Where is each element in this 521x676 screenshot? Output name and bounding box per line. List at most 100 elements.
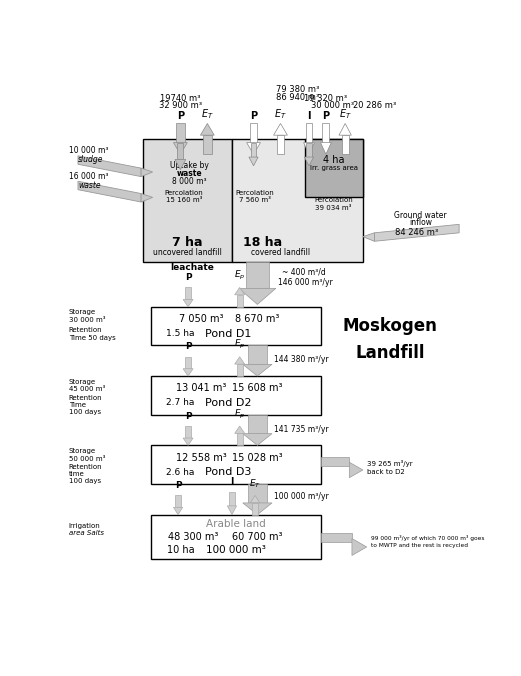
Bar bbox=[185, 357, 191, 368]
Polygon shape bbox=[274, 124, 288, 135]
Bar bbox=[143, 139, 232, 262]
Text: Landfill: Landfill bbox=[355, 344, 425, 362]
Text: Percolation: Percolation bbox=[235, 190, 275, 196]
Polygon shape bbox=[173, 143, 188, 154]
Text: 60 700 m³: 60 700 m³ bbox=[232, 532, 282, 542]
Polygon shape bbox=[173, 507, 183, 514]
Text: P: P bbox=[250, 111, 257, 121]
Polygon shape bbox=[141, 193, 153, 202]
Text: 2.7 ha: 2.7 ha bbox=[166, 398, 194, 408]
Text: I: I bbox=[230, 477, 233, 486]
Bar bbox=[248, 345, 267, 364]
Text: 19 320 m³: 19 320 m³ bbox=[304, 94, 348, 103]
Polygon shape bbox=[141, 168, 153, 176]
Text: 99 000 m³/yr of which 70 000 m³ goes: 99 000 m³/yr of which 70 000 m³ goes bbox=[370, 535, 484, 541]
Text: 15 608 m³: 15 608 m³ bbox=[232, 383, 282, 393]
Polygon shape bbox=[183, 299, 193, 307]
Text: Pond D3: Pond D3 bbox=[205, 467, 251, 477]
Polygon shape bbox=[243, 503, 272, 514]
Bar bbox=[229, 491, 234, 506]
Text: P: P bbox=[175, 481, 181, 490]
Text: 7 ha: 7 ha bbox=[172, 237, 203, 249]
Text: Ground water: Ground water bbox=[394, 211, 447, 220]
Text: $E_p$: $E_p$ bbox=[234, 408, 245, 420]
Polygon shape bbox=[352, 539, 367, 556]
Polygon shape bbox=[320, 143, 331, 154]
Text: 30 000 m³: 30 000 m³ bbox=[69, 317, 105, 323]
Text: 50 000 m³: 50 000 m³ bbox=[69, 456, 105, 462]
Text: back to D2: back to D2 bbox=[367, 468, 404, 475]
Bar bbox=[185, 426, 191, 438]
Text: P: P bbox=[322, 111, 329, 121]
Text: Time 50 days: Time 50 days bbox=[69, 335, 116, 341]
Text: 8 670 m³: 8 670 m³ bbox=[235, 314, 280, 324]
Polygon shape bbox=[234, 287, 245, 295]
Text: I: I bbox=[307, 111, 311, 121]
Text: ~ 400 m³/d: ~ 400 m³/d bbox=[282, 268, 326, 276]
Bar bbox=[342, 135, 349, 154]
Text: Storage: Storage bbox=[69, 310, 96, 316]
Bar bbox=[320, 457, 349, 466]
Text: Storage: Storage bbox=[69, 448, 96, 454]
Bar bbox=[237, 364, 243, 376]
Text: inflow: inflow bbox=[409, 218, 432, 226]
Text: Irrigation: Irrigation bbox=[69, 523, 101, 529]
Text: 32 900 m³: 32 900 m³ bbox=[159, 101, 202, 110]
Bar bbox=[151, 376, 320, 414]
Text: 84 246 m³: 84 246 m³ bbox=[395, 228, 438, 237]
Text: 48 300 m³: 48 300 m³ bbox=[168, 532, 219, 542]
Text: 15 160 m³: 15 160 m³ bbox=[166, 197, 203, 203]
Text: 100 000 m³: 100 000 m³ bbox=[206, 545, 266, 555]
Text: 144 380 m³/yr: 144 380 m³/yr bbox=[275, 356, 329, 364]
Text: 16 000 m³: 16 000 m³ bbox=[69, 172, 108, 181]
Polygon shape bbox=[249, 157, 258, 166]
Text: 10 ha: 10 ha bbox=[167, 545, 194, 555]
Polygon shape bbox=[201, 124, 214, 135]
Text: P: P bbox=[185, 412, 191, 420]
Polygon shape bbox=[304, 157, 314, 166]
Text: 39 265 m³/yr: 39 265 m³/yr bbox=[367, 460, 412, 467]
Polygon shape bbox=[234, 357, 245, 364]
Bar bbox=[151, 445, 320, 484]
Text: Pond D2: Pond D2 bbox=[205, 398, 251, 408]
Bar bbox=[252, 503, 258, 514]
Bar bbox=[237, 433, 243, 445]
Bar bbox=[250, 124, 257, 143]
Bar bbox=[322, 124, 329, 143]
Text: 18 ha: 18 ha bbox=[243, 237, 282, 249]
Text: Irr. grass area: Irr. grass area bbox=[309, 165, 357, 171]
Text: 20 286 m³: 20 286 m³ bbox=[353, 101, 396, 110]
Bar bbox=[237, 295, 243, 307]
Bar bbox=[185, 287, 191, 299]
Text: 7 560 m³: 7 560 m³ bbox=[239, 197, 271, 203]
Text: Retention: Retention bbox=[69, 464, 102, 470]
Text: 19740 m³: 19740 m³ bbox=[160, 94, 201, 103]
Polygon shape bbox=[183, 438, 193, 445]
Polygon shape bbox=[243, 364, 272, 376]
Text: time: time bbox=[69, 471, 84, 477]
Text: $E_T$: $E_T$ bbox=[249, 477, 261, 490]
Text: Percolation: Percolation bbox=[165, 190, 204, 196]
Bar bbox=[151, 307, 320, 345]
Text: 79 380 m³: 79 380 m³ bbox=[276, 85, 319, 94]
Text: Arable land: Arable land bbox=[206, 519, 266, 529]
Text: $E_p$: $E_p$ bbox=[234, 269, 245, 282]
Text: P: P bbox=[177, 111, 184, 121]
Text: Retention: Retention bbox=[69, 327, 102, 333]
Text: Uptake by: Uptake by bbox=[170, 162, 209, 170]
Bar bbox=[232, 139, 363, 262]
Text: waste: waste bbox=[177, 169, 203, 178]
Text: 2.6 ha: 2.6 ha bbox=[166, 468, 194, 477]
Text: waste: waste bbox=[78, 181, 101, 191]
Text: $E_T$: $E_T$ bbox=[274, 107, 287, 121]
Text: Retention: Retention bbox=[69, 395, 102, 401]
Bar bbox=[248, 414, 267, 433]
Polygon shape bbox=[234, 426, 245, 433]
Polygon shape bbox=[339, 124, 351, 135]
Text: $E_T$: $E_T$ bbox=[339, 107, 352, 121]
Text: 86 940 m³: 86 940 m³ bbox=[276, 93, 319, 102]
Text: Percolation: Percolation bbox=[314, 197, 353, 203]
Text: 30 000 m³: 30 000 m³ bbox=[311, 101, 354, 110]
Text: area Salts: area Salts bbox=[69, 531, 104, 537]
Text: 141 735 m³/yr: 141 735 m³/yr bbox=[275, 425, 329, 434]
